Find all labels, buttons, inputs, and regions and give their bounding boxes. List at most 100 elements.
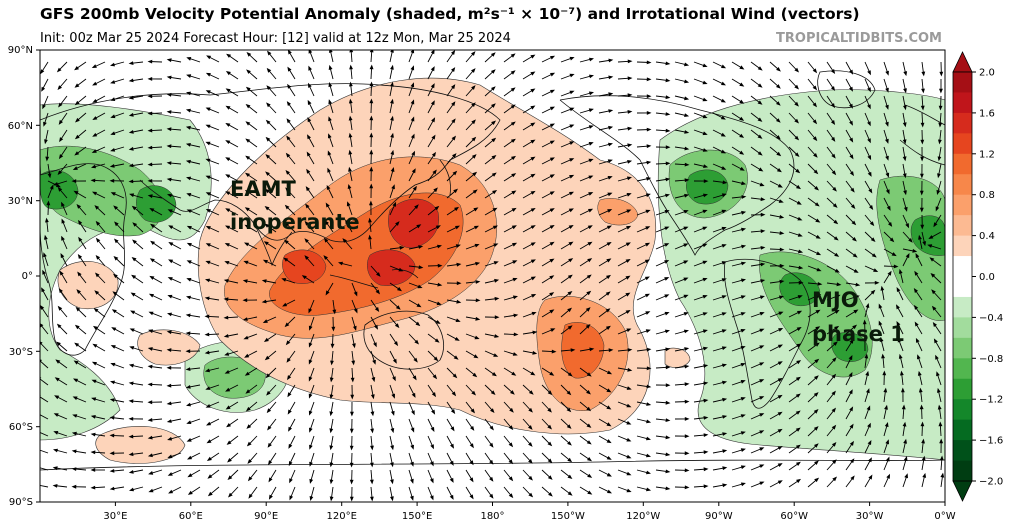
wind-vector-head — [53, 448, 58, 453]
wind-vector-head — [912, 248, 918, 253]
wind-vector-head — [288, 461, 293, 467]
wind-vector-head — [569, 141, 575, 145]
wind-vector-head — [284, 239, 289, 245]
colorbar-label: −2.0 — [979, 477, 1003, 488]
wind-vector-head — [34, 448, 39, 452]
wind-vector-head — [870, 237, 876, 242]
lon-label-150e: 150°E — [402, 511, 432, 522]
wind-vector-head — [166, 419, 172, 423]
wind-vector-head — [128, 434, 134, 439]
wind-vector-head — [898, 268, 903, 274]
wind-vector-head — [794, 84, 799, 90]
wind-vector-head — [549, 258, 555, 263]
wind-vector-head — [627, 76, 633, 81]
wind-vector-head — [205, 278, 211, 283]
wind-vector-head — [914, 270, 919, 276]
wind-vector-head — [469, 494, 474, 500]
wind-vector-head — [626, 471, 632, 476]
wind-vector-head — [475, 261, 481, 266]
wind-vector-head — [509, 407, 514, 413]
wind-vector-head — [796, 360, 802, 365]
wind-vector-head — [475, 316, 481, 321]
negative-anomaly-peak-north-america — [686, 169, 729, 205]
lon-label-30w: 30°W — [856, 511, 884, 522]
wind-vector-head — [665, 61, 671, 66]
wind-vector-head — [307, 117, 312, 123]
wind-vector-head — [881, 353, 885, 359]
wind-vector-head — [472, 171, 478, 177]
wind-vector-head — [186, 402, 191, 407]
wind-vector-head — [225, 105, 231, 110]
wind-vector-head — [627, 367, 633, 372]
wind-vector-head — [930, 273, 936, 278]
wind-vector-head — [353, 308, 358, 314]
wind-vector-head — [511, 190, 517, 195]
lat-label-60n: 60°N — [8, 121, 33, 132]
wind-vector-head — [263, 337, 269, 342]
wind-vector-head — [870, 289, 876, 295]
wind-vector-head — [494, 278, 500, 283]
wind-vector-head — [549, 225, 555, 229]
wind-vector-head — [848, 355, 853, 361]
wind-vector-head — [920, 156, 924, 162]
wind-vector-head — [285, 340, 291, 346]
wind-vector-head — [491, 86, 496, 91]
wind-vector-head — [570, 348, 576, 352]
anomaly-shading — [40, 77, 945, 464]
wind-vector-head — [567, 457, 573, 463]
wind-vector-head — [206, 421, 212, 426]
positive-anomaly-peak-maritime — [367, 249, 416, 286]
wind-vector-head — [849, 171, 854, 177]
wind-vector-head — [353, 291, 358, 297]
wind-vector-head — [489, 459, 494, 465]
wind-vector-head — [779, 279, 785, 284]
wind-vector-head — [834, 268, 840, 273]
wind-vector-head — [759, 312, 765, 316]
wind-vector-head — [91, 64, 97, 68]
lat-label-90s: 90°S — [9, 497, 33, 508]
wind-vector-head — [390, 410, 395, 416]
wind-vector-head — [703, 193, 708, 198]
wind-vector-head — [849, 440, 854, 446]
wind-vector-head — [328, 116, 332, 122]
wind-vector-head — [92, 191, 97, 196]
wind-vector-head — [305, 186, 310, 192]
wind-vector-head — [920, 122, 925, 128]
colorbar-cell — [953, 399, 972, 421]
wind-vector-head — [626, 488, 632, 493]
wind-vector-head — [905, 223, 909, 229]
wind-vector-head — [95, 220, 101, 226]
wind-vector-head — [471, 136, 477, 142]
coastline-africa — [40, 163, 127, 356]
wind-vector-head — [109, 398, 115, 402]
wind-vector-head — [665, 193, 670, 198]
wind-vector-head — [935, 354, 939, 360]
wind-vector-head — [832, 476, 837, 482]
wind-vector-head — [92, 132, 98, 137]
wind-vector-head — [646, 177, 652, 181]
wind-vector-head — [490, 69, 496, 74]
wind-vector-head — [369, 200, 373, 206]
wind-vector-head — [903, 190, 907, 196]
wind-vector-head — [205, 260, 211, 265]
wind-vector-head — [91, 149, 97, 153]
wind-vector-head — [511, 155, 516, 161]
wind-vector-head — [665, 78, 671, 83]
wind-vector-head — [776, 67, 781, 72]
wind-vector-head — [511, 173, 517, 178]
wind-vector-head — [451, 118, 456, 124]
wind-vector-head — [586, 372, 592, 377]
wind-vector-head — [625, 292, 631, 297]
wind-vector-head — [757, 83, 763, 88]
wind-vector-head — [740, 465, 746, 470]
wind-vector-head — [831, 407, 836, 413]
wind-vector-head — [399, 245, 405, 250]
wind-vector-head — [227, 458, 232, 463]
wind-vector-head — [148, 293, 154, 298]
wind-vector-head — [549, 174, 555, 179]
wind-vector-head — [392, 376, 396, 382]
wind-vector-head — [128, 470, 134, 474]
wind-vector-head — [933, 222, 938, 228]
wind-vector-head — [44, 139, 48, 145]
wind-vector-head — [455, 225, 460, 230]
